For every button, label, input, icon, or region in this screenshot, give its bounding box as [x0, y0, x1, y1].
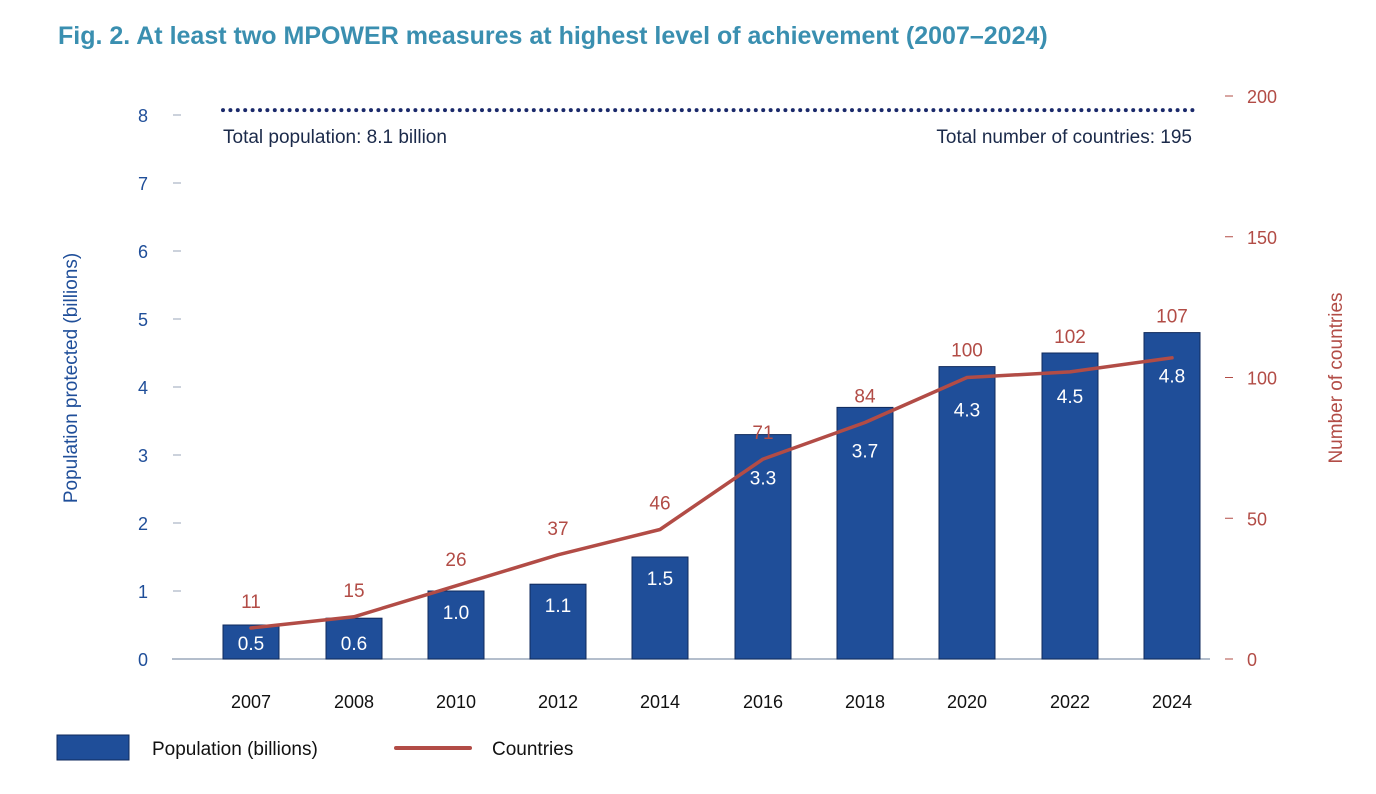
y-right-tick-label: 150 — [1247, 228, 1277, 248]
x-tick-label: 2012 — [538, 692, 578, 712]
bar-value-label: 3.3 — [750, 469, 776, 490]
y-left-axis-title: Population protected (billions) — [61, 253, 82, 503]
line-value-label: 107 — [1156, 307, 1188, 328]
bar-value-label: 3.7 — [852, 441, 878, 462]
line-value-label: 26 — [445, 550, 466, 571]
y-right-tick-label: 100 — [1247, 369, 1277, 389]
y-right-tick-label: 0 — [1247, 650, 1257, 670]
line-value-label: 100 — [951, 341, 983, 362]
y-left-tick-label: 4 — [138, 378, 148, 398]
population-bar — [325, 617, 383, 660]
line-value-label: 37 — [547, 519, 568, 540]
total-population-annotation: Total population: 8.1 billion — [223, 127, 447, 148]
bar-value-label: 1.1 — [545, 596, 571, 617]
bar-value-label: 1.5 — [647, 569, 673, 590]
population-bar — [631, 556, 689, 660]
x-tick-label: 2022 — [1050, 692, 1090, 712]
y-left-tick-label: 5 — [138, 310, 148, 330]
x-tick-label: 2018 — [845, 692, 885, 712]
line-value-label: 71 — [752, 423, 773, 444]
population-bar — [1041, 352, 1099, 660]
y-left-tick-label: 6 — [138, 242, 148, 262]
bars-group — [222, 332, 1201, 660]
x-tick-label: 2024 — [1152, 692, 1192, 712]
population-bar — [938, 366, 996, 660]
line-group — [249, 356, 1174, 630]
bar-value-label: 0.5 — [238, 634, 264, 655]
x-tick-label: 2014 — [640, 692, 680, 712]
y-left-tick-label: 2 — [138, 514, 148, 534]
y-right-axis-title: Number of countries — [1326, 292, 1347, 463]
y-right-tick-label: 200 — [1247, 87, 1277, 107]
line-value-label: 84 — [854, 387, 876, 408]
y-right-tick-label: 50 — [1247, 509, 1267, 529]
line-value-label: 15 — [343, 581, 364, 602]
x-tick-label: 2008 — [334, 692, 374, 712]
y-left-tick-label: 8 — [138, 106, 148, 126]
legend: Population (billions) Countries — [56, 734, 573, 761]
bar-value-label: 0.6 — [341, 634, 367, 655]
population-bar — [1143, 332, 1201, 660]
x-tick-label: 2020 — [947, 692, 987, 712]
legend-label-countries: Countries — [492, 739, 573, 760]
legend-label-population: Population (billions) — [152, 739, 318, 760]
bar-value-label: 4.3 — [954, 401, 980, 422]
population-bar — [529, 583, 587, 660]
x-tick-label: 2010 — [436, 692, 476, 712]
y-left-tick-label: 0 — [138, 650, 148, 670]
x-tick-label: 2007 — [231, 692, 271, 712]
chart-title: Fig. 2. At least two MPOWER measures at … — [58, 22, 1048, 50]
bar-value-label: 4.8 — [1159, 367, 1185, 388]
bar-value-label: 4.5 — [1057, 387, 1083, 408]
legend-swatch-population — [56, 734, 130, 761]
line-value-label: 46 — [649, 494, 670, 515]
y-left-tick-label: 7 — [138, 174, 148, 194]
y-left-tick-label: 1 — [138, 582, 148, 602]
population-bar — [427, 590, 485, 660]
line-value-label: 102 — [1054, 327, 1086, 348]
x-tick-label: 2016 — [743, 692, 783, 712]
y-left-tick-label: 3 — [138, 446, 148, 466]
population-bar — [836, 406, 894, 660]
line-value-label: 11 — [241, 592, 261, 613]
total-countries-annotation: Total number of countries: 195 — [936, 127, 1192, 148]
axes-group: 0 1 2 3 4 5 6 7 8 0 50 100 150 200 Population protecte… — [61, 87, 1347, 712]
population-bar — [222, 624, 280, 660]
countries-line — [249, 356, 1174, 630]
bar-value-label: 1.0 — [443, 603, 469, 624]
data-labels-group: 0.5 0.6 1.0 1.1 1.5 3.3 3.7 4.3 4.5 4.8 11 15 26 37 46… — [238, 307, 1188, 655]
